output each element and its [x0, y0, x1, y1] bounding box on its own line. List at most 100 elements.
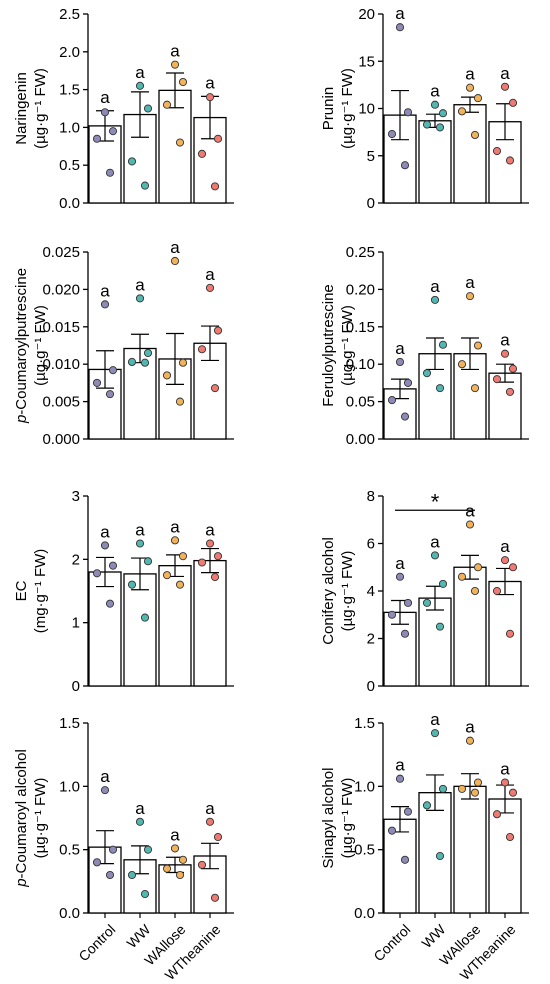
- data-point: [100, 108, 110, 117]
- data-point: [175, 870, 185, 880]
- significance-letter: a: [395, 756, 405, 775]
- chart-panel-2: 0 5 10 15 20 Prunin (µg·g⁻¹ FW) a a a a: [320, 4, 529, 212]
- x-tick-label: Control: [75, 921, 118, 964]
- data-point: [140, 358, 150, 367]
- y-tick-label: 5: [367, 148, 375, 165]
- data-point: [438, 340, 448, 349]
- y-tick-label: 0.0: [59, 195, 80, 212]
- y-tick-label: 0.005: [42, 394, 80, 411]
- data-point: [162, 371, 172, 380]
- y-axis-unit: (µg·g⁻¹ FW): [339, 778, 356, 859]
- data-point: [210, 384, 220, 393]
- data-point: [108, 561, 118, 570]
- y-axis-unit: (µg·g⁻¹ FW): [339, 68, 356, 149]
- significance-letter: a: [465, 718, 475, 737]
- significance-letter: a: [430, 532, 440, 551]
- y-tick-label: 3: [72, 488, 80, 505]
- y-tick-label: 0.025: [42, 244, 80, 261]
- significance-letter: a: [100, 281, 110, 300]
- x-tick-label: Control: [370, 921, 413, 964]
- chart-panel-8: 0.0 0.5 1.0 1.5 Sinapyl alcohol (µg·g⁻¹ FW) a a…: [320, 710, 529, 983]
- data-point: [105, 599, 115, 608]
- data-point: [430, 729, 440, 738]
- significance-letter: a: [205, 799, 215, 818]
- data-point: [175, 138, 185, 147]
- data-point: [403, 378, 413, 387]
- bar-Control: [383, 818, 417, 914]
- bar-WW: [418, 120, 452, 204]
- bar-WW: [418, 792, 452, 914]
- y-axis-unit: (µg·g⁻¹ FW): [339, 305, 356, 386]
- data-point: [435, 384, 445, 393]
- data-point: [210, 182, 220, 191]
- data-point: [422, 801, 432, 810]
- significance-letter: a: [170, 825, 180, 844]
- y-tick-label: 10: [358, 101, 375, 118]
- data-point: [100, 786, 110, 795]
- y-axis-unit: (µg·g⁻¹ FW): [32, 778, 49, 859]
- data-point: [403, 807, 413, 816]
- bar-WAllose: [158, 565, 192, 687]
- data-point: [92, 378, 102, 387]
- data-point: [470, 586, 480, 596]
- significance-letter: a: [170, 238, 180, 257]
- data-point: [435, 851, 445, 861]
- data-point: [170, 844, 180, 853]
- data-point: [400, 855, 410, 864]
- y-tick-label: 0: [72, 678, 80, 695]
- bar-WAllose: [453, 785, 487, 914]
- data-point: [400, 161, 410, 170]
- data-point: [473, 94, 483, 103]
- y-tick-label: 1.0: [59, 778, 80, 795]
- data-point: [465, 736, 475, 745]
- y-axis-label: Naringenin: [13, 72, 30, 145]
- data-point: [127, 870, 137, 880]
- data-point: [400, 629, 410, 638]
- y-axis-label: Conifery alcohol: [320, 537, 337, 645]
- data-point: [162, 100, 172, 109]
- y-tick-label: 15: [358, 53, 375, 70]
- data-point: [205, 539, 215, 548]
- chart-panel-6: 0 2 4 6 8 Conifery alcohol (µg·g⁻¹ FW) a a a a *: [320, 488, 529, 695]
- chart-panel-1: 0.0 0.5 1.0 1.5 2.0 2.5 Naringenin (µg·g⁻¹ FW) a…: [13, 6, 234, 212]
- y-tick-label: 0.020: [42, 281, 80, 298]
- bar-WW: [418, 597, 452, 687]
- data-point: [213, 832, 223, 842]
- data-point: [473, 563, 483, 572]
- data-point: [213, 552, 223, 561]
- significance-letter: a: [500, 537, 510, 556]
- y-tick-label: 0.5: [59, 842, 80, 859]
- data-point: [492, 375, 502, 384]
- data-point: [470, 384, 480, 393]
- y-axis-unit: (mg·g⁻¹ FW): [32, 549, 49, 634]
- data-point: [387, 129, 397, 139]
- data-point: [508, 788, 518, 797]
- bar-WW: [123, 573, 157, 687]
- significance-letter: a: [465, 65, 475, 84]
- y-tick-label: 0.00: [346, 431, 375, 448]
- y-tick-label: 0.10: [346, 356, 375, 373]
- significance-letter: a: [500, 331, 510, 350]
- data-point: [435, 123, 445, 132]
- data-point: [140, 181, 150, 190]
- y-axis-label: p-Coumaroylputrescine: [13, 268, 30, 424]
- data-point: [387, 610, 397, 619]
- y-tick-label: 0.5: [354, 842, 375, 859]
- data-point: [395, 23, 405, 32]
- data-point: [438, 579, 448, 588]
- data-point: [395, 774, 405, 783]
- data-point: [403, 108, 413, 117]
- data-point: [135, 817, 145, 826]
- data-point: [400, 412, 410, 421]
- data-point: [473, 778, 483, 787]
- significance-letter: a: [170, 517, 180, 536]
- data-point: [108, 845, 118, 854]
- y-axis-label: p-Coumaroyl alcohol: [13, 749, 30, 888]
- data-point: [213, 326, 223, 335]
- data-point: [143, 348, 153, 358]
- data-point: [473, 341, 483, 350]
- data-point: [175, 580, 185, 589]
- data-point: [422, 598, 432, 607]
- data-point: [387, 826, 397, 835]
- significance-letter: a: [205, 265, 215, 284]
